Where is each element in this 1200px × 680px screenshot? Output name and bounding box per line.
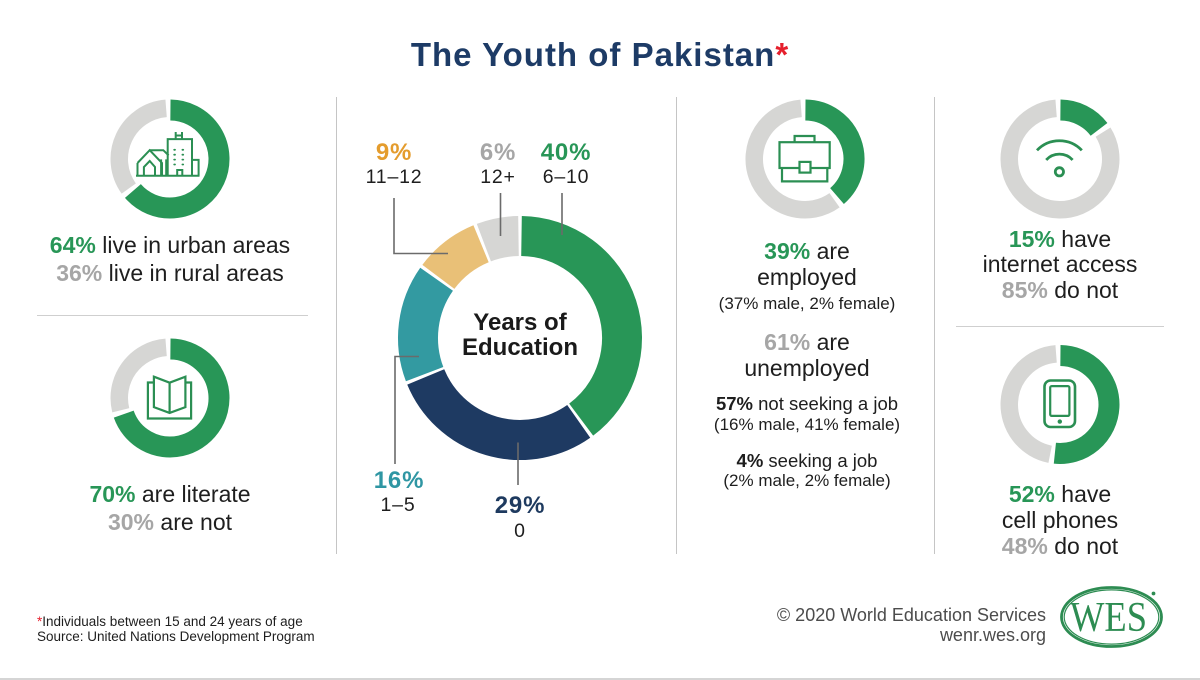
svg-text:WES: WES xyxy=(1070,595,1147,641)
